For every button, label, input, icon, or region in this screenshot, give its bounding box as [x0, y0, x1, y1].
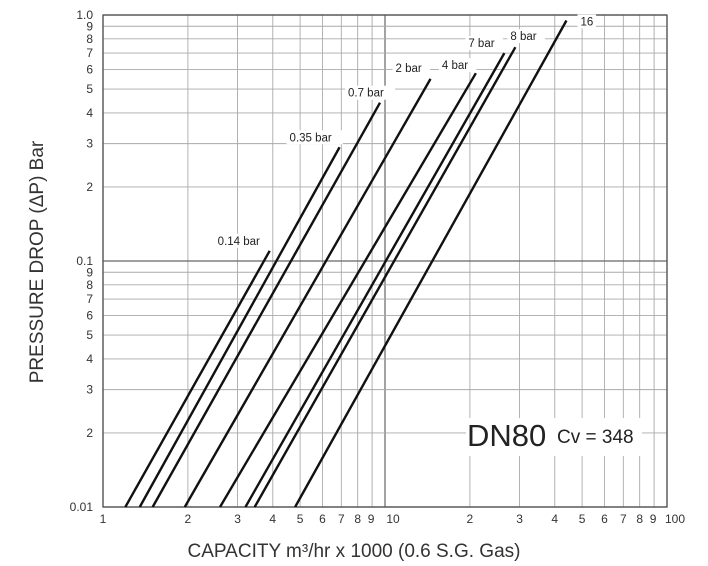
- y-tick-label: 1.0: [76, 8, 93, 22]
- tick-labels: 1 2 3 4 5 6 7 8 9 10 2 3 4 5 6 7 8 9 1000.01234567890.1234…: [70, 8, 686, 526]
- series-line: [183, 78, 432, 508]
- x-tick-label: 7: [338, 512, 345, 526]
- y-tick-label: 2: [86, 426, 93, 440]
- model-label: DN80: [467, 418, 546, 453]
- x-tick-label: 8: [354, 512, 361, 526]
- series-label-background: [214, 233, 272, 248]
- cv-label: Cv = 348: [557, 427, 634, 448]
- x-tick-label: 100: [665, 512, 685, 526]
- x-tick-label: 3: [234, 512, 241, 526]
- annotation-background: [466, 418, 642, 456]
- x-tick-label: 7: [620, 512, 627, 526]
- series-label: 0.14 bar: [218, 236, 260, 248]
- y-tick-label: 9: [86, 19, 93, 33]
- series-label-background: [392, 60, 431, 75]
- series-line: [218, 72, 477, 508]
- x-tick-label: 6: [319, 512, 326, 526]
- y-tick-label: 6: [86, 309, 93, 323]
- series-label-background: [465, 36, 503, 51]
- y-axis-title: PRESSURE DROP (ΔP) Bar: [27, 140, 48, 383]
- y-tick-label: 2: [86, 180, 93, 194]
- series-line: [151, 102, 382, 508]
- x-tick-label: 9: [368, 512, 375, 526]
- series-label: 0.35 bar: [290, 132, 332, 144]
- y-tick-label: 4: [86, 106, 93, 120]
- series-label: 0.7 bar: [348, 88, 384, 100]
- y-tick-label: 9: [86, 265, 93, 279]
- y-tick-label: 7: [86, 292, 93, 306]
- x-tick-label: 5: [579, 512, 586, 526]
- x-tick-label: 2: [467, 512, 474, 526]
- x-tick-label: 5: [297, 512, 304, 526]
- series-label-background: [345, 85, 396, 100]
- y-tick-label: 5: [86, 82, 93, 96]
- series-line: [253, 46, 517, 508]
- series-lines: [124, 19, 568, 508]
- x-tick-label: 9: [650, 512, 657, 526]
- series-label-background: [577, 14, 597, 29]
- y-tick-label: 8: [86, 32, 93, 46]
- series-label: 8 bar: [510, 31, 536, 43]
- y-tick-label: 5: [86, 328, 93, 342]
- series-label-background: [507, 29, 545, 44]
- series-label: 16: [580, 16, 593, 28]
- x-tick-label: 10: [386, 512, 400, 526]
- x-tick-label: 4: [269, 512, 276, 526]
- x-tick-label: 6: [601, 512, 608, 526]
- y-tick-label: 0.01: [70, 500, 94, 514]
- series-label: 7 bar: [468, 38, 494, 50]
- plot-frame: [102, 14, 668, 508]
- series-label: 4 bar: [442, 60, 468, 72]
- series-line: [244, 52, 506, 508]
- series-line: [294, 19, 568, 508]
- series-line: [138, 146, 341, 508]
- series-label: 2 bar: [396, 63, 422, 75]
- x-tick-label: 8: [636, 512, 643, 526]
- y-tick-label: 6: [86, 63, 93, 77]
- series-line: [124, 250, 271, 508]
- x-tick-label: 4: [551, 512, 558, 526]
- y-tick-label: 8: [86, 278, 93, 292]
- y-tick-label: 7: [86, 46, 93, 60]
- x-tick-label: 1: [100, 512, 107, 526]
- x-axis-title: CAPACITY m³/hr x 1000 (0.6 S.G. Gas): [188, 541, 521, 562]
- y-tick-label: 4: [86, 352, 93, 366]
- series-label-background: [286, 130, 343, 145]
- series-label-background: [438, 58, 477, 73]
- y-tick-label: 3: [86, 137, 93, 151]
- y-tick-label: 0.1: [76, 254, 93, 268]
- x-tick-label: 3: [516, 512, 523, 526]
- x-tick-label: 2: [185, 512, 192, 526]
- annotation-box: DN80 Cv = 348: [466, 418, 642, 456]
- y-tick-label: 3: [86, 383, 93, 397]
